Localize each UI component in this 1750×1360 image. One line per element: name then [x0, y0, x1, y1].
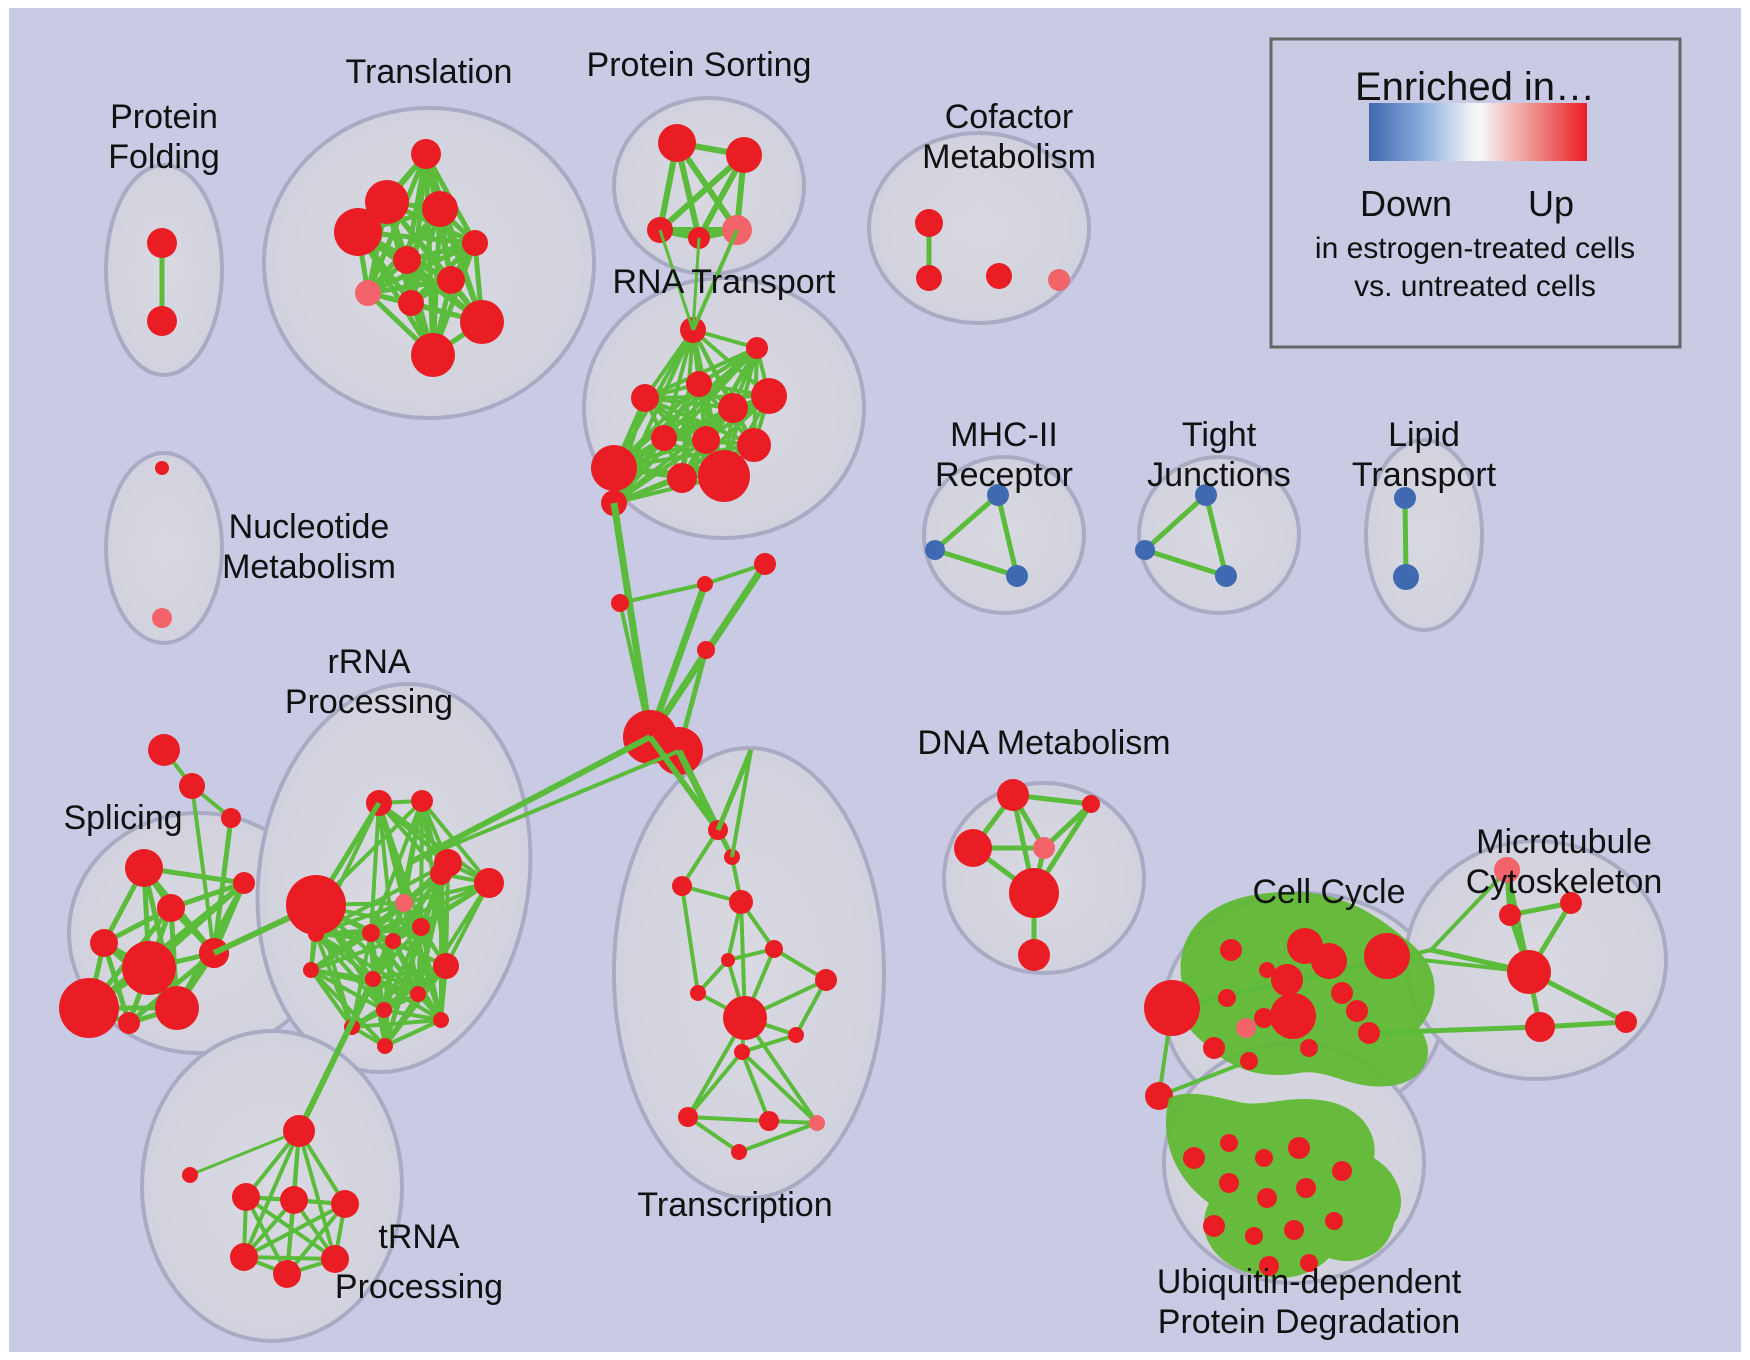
svg-text:Cytoskeleton: Cytoskeleton	[1466, 863, 1663, 901]
svg-text:in estrogen-treated cells: in estrogen-treated cells	[1315, 232, 1635, 265]
svg-text:Protein Degradation: Protein Degradation	[1158, 1303, 1460, 1341]
svg-text:Ubiquitin-dependent: Ubiquitin-dependent	[1157, 1263, 1462, 1301]
svg-text:vs. untreated cells: vs. untreated cells	[1354, 270, 1596, 303]
svg-text:tRNA: tRNA	[378, 1218, 460, 1256]
svg-text:Enriched in…: Enriched in…	[1355, 65, 1595, 109]
svg-text:Microtubule: Microtubule	[1476, 823, 1652, 861]
svg-text:Up: Up	[1528, 183, 1574, 224]
svg-text:Folding: Folding	[108, 138, 220, 176]
svg-text:Tight: Tight	[1182, 416, 1257, 454]
svg-text:Cofactor: Cofactor	[945, 98, 1074, 136]
svg-text:Transcription: Transcription	[637, 1186, 832, 1224]
svg-text:Down: Down	[1360, 183, 1452, 224]
svg-text:RNA Transport: RNA Transport	[613, 263, 837, 301]
svg-text:Splicing: Splicing	[63, 799, 182, 837]
svg-text:Processing: Processing	[285, 683, 453, 721]
svg-text:Nucleotide: Nucleotide	[229, 508, 390, 546]
svg-text:DNA Metabolism: DNA Metabolism	[917, 724, 1170, 762]
svg-text:Translation: Translation	[346, 53, 513, 91]
svg-text:Protein Sorting: Protein Sorting	[587, 46, 812, 84]
svg-text:MHC-II: MHC-II	[950, 416, 1058, 454]
svg-text:Processing: Processing	[335, 1268, 503, 1306]
svg-text:Cell Cycle: Cell Cycle	[1252, 873, 1405, 911]
svg-text:Metabolism: Metabolism	[922, 138, 1096, 176]
svg-text:Metabolism: Metabolism	[222, 548, 396, 586]
svg-text:Protein: Protein	[110, 98, 218, 136]
svg-text:Junctions: Junctions	[1147, 456, 1291, 494]
svg-text:Lipid: Lipid	[1388, 416, 1460, 454]
svg-text:rRNA: rRNA	[327, 643, 410, 681]
svg-text:Transport: Transport	[1352, 456, 1497, 494]
svg-text:Receptor: Receptor	[935, 456, 1073, 494]
